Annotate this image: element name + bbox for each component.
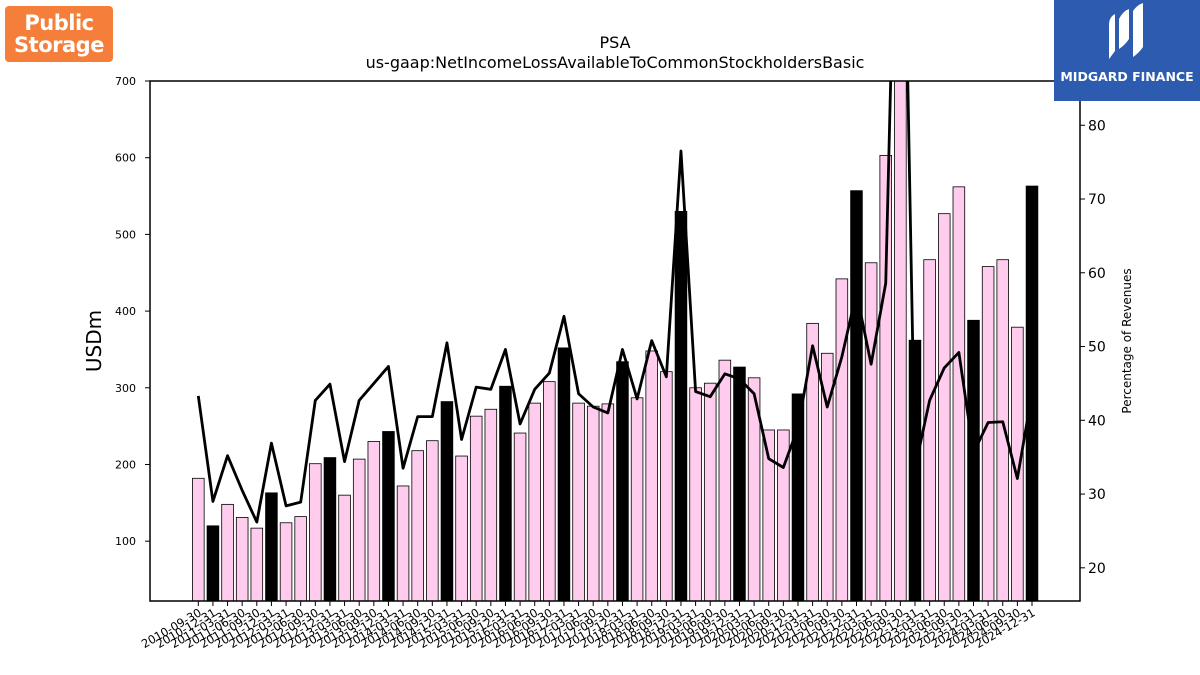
y2-tick-label: 50 (1088, 340, 1106, 356)
bar (192, 477, 205, 601)
bar (338, 494, 351, 601)
bar (206, 525, 220, 601)
percentage-line (196, 81, 1034, 524)
bar (411, 450, 424, 601)
y2-tick-label: 70 (1088, 192, 1106, 208)
bar (791, 393, 805, 601)
y-tick-label: 300 (115, 382, 136, 395)
y2-tick-label: 40 (1088, 413, 1106, 429)
bar (616, 361, 629, 601)
bar (469, 415, 483, 601)
bar (733, 366, 746, 601)
bar (747, 377, 761, 601)
y-axis-left: 100 200 300 400 500 600 700 (115, 75, 150, 548)
y-tick-label: 700 (115, 75, 136, 88)
bar (762, 429, 775, 601)
bar (499, 385, 512, 601)
bar-series (192, 81, 1039, 601)
bar (543, 381, 556, 601)
y2-axis-label: Percentage of Revenues (1120, 268, 1134, 413)
bar (630, 397, 644, 601)
bar (937, 213, 951, 601)
bar (806, 322, 819, 601)
midgard-m-icon (1109, 3, 1143, 59)
x-axis: 2010-09-302010-12-312011-03-312011-06-30… (139, 601, 1038, 651)
y2-tick-label: 20 (1088, 561, 1106, 577)
bar (850, 190, 863, 601)
bar (382, 431, 395, 601)
bar (894, 81, 907, 601)
bar (952, 186, 966, 601)
chart-title: PSA (599, 33, 630, 52)
bar (835, 278, 849, 601)
logo-line-1: Public (24, 11, 94, 35)
bar (426, 440, 439, 601)
bar (967, 319, 980, 601)
midgard-brand-text: MIDGARD FINANCE (1060, 69, 1194, 84)
plot-frame (149, 80, 1081, 602)
bar (660, 371, 673, 601)
bar (557, 347, 571, 601)
bar (908, 339, 922, 601)
chart-subtitle: us-gaap:NetIncomeLossAvailableToCommonSt… (366, 53, 865, 72)
bar (323, 457, 337, 601)
bar (586, 405, 600, 601)
bar (294, 516, 307, 601)
public-storage-logo: Public Storage (5, 6, 113, 62)
bar (250, 527, 264, 601)
bar (484, 408, 498, 601)
y-axis-label: USDm (82, 310, 106, 372)
bar (265, 492, 278, 601)
bar (513, 432, 527, 601)
y-tick-label: 600 (115, 152, 136, 165)
y-tick-label: 200 (115, 458, 136, 471)
y2-tick-label: 60 (1088, 266, 1106, 282)
y-axis-right: 20 30 40 50 60 70 80 (1080, 118, 1106, 577)
y2-tick-label: 30 (1088, 487, 1106, 503)
bar (703, 382, 717, 601)
bar (455, 455, 468, 601)
bar (221, 503, 234, 601)
bar (923, 259, 936, 601)
bar (718, 359, 732, 601)
bar (689, 387, 702, 601)
y-tick-label: 500 (115, 228, 136, 241)
bar (279, 522, 293, 601)
bar (367, 441, 381, 601)
bar (674, 210, 688, 601)
bar (528, 402, 541, 601)
y-tick-label: 400 (115, 305, 136, 318)
bar (996, 259, 1010, 601)
bar (440, 401, 454, 601)
logo-line-2: Storage (14, 33, 104, 57)
bar (572, 402, 585, 601)
bar (879, 154, 892, 601)
bar (645, 350, 658, 601)
y-tick-label: 100 (115, 535, 136, 548)
bar (601, 403, 615, 601)
bar (235, 517, 249, 601)
y2-tick-label: 80 (1088, 118, 1106, 134)
bar (309, 463, 322, 601)
midgard-finance-logo: MIDGARD FINANCE (1054, 0, 1200, 101)
bar (864, 262, 878, 601)
bar (396, 485, 410, 601)
bar (352, 458, 366, 601)
line-series (196, 81, 1034, 524)
bar (1011, 326, 1024, 601)
bar (777, 429, 790, 601)
